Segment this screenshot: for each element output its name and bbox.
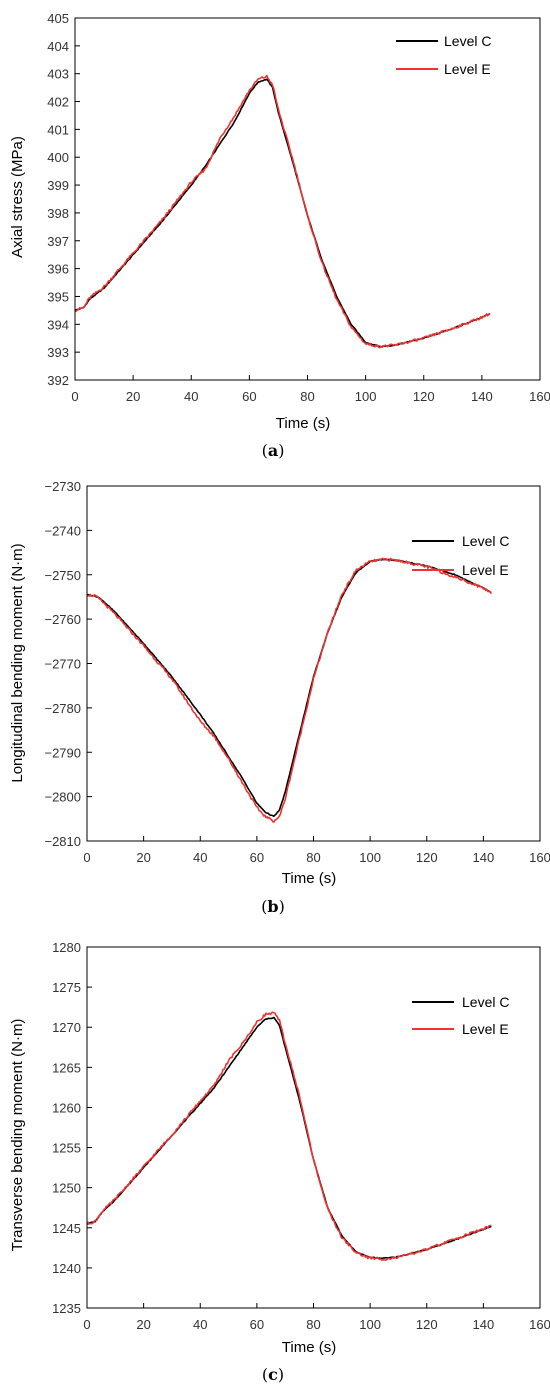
x-axis-title-b: Time (s) xyxy=(282,870,336,887)
y-tick-label-a: 401 xyxy=(47,122,69,137)
x-tick-label-b: 80 xyxy=(306,850,320,865)
y-tick-label-a: 397 xyxy=(47,234,69,249)
x-tick-label-b: 40 xyxy=(193,850,207,865)
panel-caption-c: (c) xyxy=(262,1365,284,1384)
y-tick-label-a: 399 xyxy=(47,178,69,193)
y-tick-label-a: 400 xyxy=(47,150,69,165)
y-tick-label-a: 395 xyxy=(47,289,69,304)
y-axis-title-a: Axial stress (MPa) xyxy=(9,136,26,258)
x-tick-label-c: 60 xyxy=(250,1317,264,1332)
x-tick-label-b: 20 xyxy=(136,850,150,865)
y-tick-label-a: 404 xyxy=(47,39,69,54)
y-tick-label-c: 1280 xyxy=(52,940,81,955)
y-tick-label-b: −2760 xyxy=(44,612,81,627)
x-tick-label-b: 140 xyxy=(473,850,495,865)
x-tick-label-c: 80 xyxy=(306,1317,320,1332)
legend-label-level-c-c: Level C xyxy=(462,994,509,1010)
y-tick-label-c: 1260 xyxy=(52,1100,81,1115)
y-tick-label-b: −2730 xyxy=(44,479,81,494)
y-tick-label-b: −2790 xyxy=(44,745,81,760)
x-tick-label-a: 140 xyxy=(471,389,493,404)
y-tick-label-c: 1275 xyxy=(52,980,81,995)
y-tick-label-a: 402 xyxy=(47,95,69,110)
legend-label-level-e-a: Level E xyxy=(444,61,491,77)
x-tick-label-c: 160 xyxy=(529,1317,550,1332)
y-tick-label-a: 394 xyxy=(47,317,69,332)
y-tick-label-b: −2770 xyxy=(44,657,81,672)
y-tick-label-a: 393 xyxy=(47,345,69,360)
y-tick-label-c: 1240 xyxy=(52,1261,81,1276)
y-tick-label-c: 1270 xyxy=(52,1020,81,1035)
x-tick-label-c: 0 xyxy=(83,1317,90,1332)
x-tick-label-b: 120 xyxy=(416,850,438,865)
panel-caption-a: (a) xyxy=(262,441,285,460)
y-tick-label-b: −2750 xyxy=(44,568,81,583)
series-line-level-c-b xyxy=(86,558,492,818)
x-tick-label-a: 20 xyxy=(126,389,140,404)
series-line-level-e-b xyxy=(86,557,493,823)
series-line-level-e-a xyxy=(74,74,491,349)
x-tick-label-c: 120 xyxy=(416,1317,438,1332)
x-tick-label-b: 100 xyxy=(359,850,381,865)
x-tick-label-b: 160 xyxy=(529,850,550,865)
caption-letter-b: b xyxy=(267,897,278,916)
y-tick-label-b: −2810 xyxy=(44,834,81,849)
x-axis-title-c: Time (s) xyxy=(282,1339,336,1356)
legend-label-level-c-b: Level C xyxy=(462,533,509,549)
y-tick-label-b: −2740 xyxy=(44,523,81,538)
x-tick-label-c: 20 xyxy=(136,1317,150,1332)
y-tick-label-a: 392 xyxy=(47,373,69,388)
x-axis-title-a: Time (s) xyxy=(276,415,330,432)
x-tick-label-b: 0 xyxy=(83,850,90,865)
y-tick-label-a: 403 xyxy=(47,67,69,82)
ticks-c: 0 20 40 60 80 100 120 140 160 1235 1240 1245 1250 125… xyxy=(52,940,550,1332)
y-tick-label-c: 1265 xyxy=(52,1060,81,1075)
legend-label-level-e-c: Level E xyxy=(462,1021,509,1037)
y-tick-label-a: 405 xyxy=(47,11,69,26)
chart-panel-c: 0 20 40 60 80 100 120 140 160 1235 1240 1245 1250 125… xyxy=(9,940,550,1384)
legend-a: Level C Level E xyxy=(396,33,491,77)
x-tick-label-a: 0 xyxy=(71,389,78,404)
x-tick-label-a: 40 xyxy=(184,389,198,404)
y-tick-label-c: 1255 xyxy=(52,1141,81,1156)
x-tick-label-c: 40 xyxy=(193,1317,207,1332)
x-tick-label-a: 60 xyxy=(242,389,256,404)
y-tick-label-c: 1245 xyxy=(52,1221,81,1236)
y-axis-title-c: Transverse bending moment (N·m) xyxy=(9,1019,26,1252)
x-tick-label-b: 60 xyxy=(250,850,264,865)
y-tick-label-c: 1250 xyxy=(52,1181,81,1196)
y-tick-label-b: −2780 xyxy=(44,701,81,716)
x-tick-label-c: 100 xyxy=(359,1317,381,1332)
panel-caption-b: (b) xyxy=(261,897,285,916)
legend-label-level-c-a: Level C xyxy=(444,33,491,49)
x-tick-label-a: 80 xyxy=(300,389,314,404)
caption-letter-c: c xyxy=(268,1365,278,1384)
y-tick-label-c: 1235 xyxy=(52,1301,81,1316)
ticks-a: 0 20 40 60 80 100 120 140 160 392 393 394 395 396 397 3… xyxy=(47,11,550,404)
ticks-b: 0 20 40 60 80 100 120 140 160 −2810 −2800 −2790 −278… xyxy=(44,479,550,865)
y-tick-label-a: 396 xyxy=(47,262,69,277)
y-axis-title-b: Longitudinal bending moment (N·m) xyxy=(9,543,26,782)
x-tick-label-c: 140 xyxy=(473,1317,495,1332)
legend-label-level-e-b: Level E xyxy=(462,562,509,578)
x-tick-label-a: 160 xyxy=(529,389,550,404)
y-tick-label-a: 398 xyxy=(47,206,69,221)
y-tick-label-b: −2800 xyxy=(44,790,81,805)
series-line-level-e-c xyxy=(86,1011,492,1261)
chart-panel-a: 0 20 40 60 80 100 120 140 160 392 393 394 395 396 397 3… xyxy=(9,11,550,460)
x-tick-label-a: 120 xyxy=(413,389,435,404)
caption-letter-a: a xyxy=(268,441,278,460)
series-line-level-c-c xyxy=(86,1016,492,1260)
chart-panel-b: 0 20 40 60 80 100 120 140 160 −2810 −2800 −2790 −278… xyxy=(9,479,550,916)
x-tick-label-a: 100 xyxy=(355,389,377,404)
legend-c: Level C Level E xyxy=(412,994,509,1037)
legend-b: Level C Level E xyxy=(412,533,509,578)
